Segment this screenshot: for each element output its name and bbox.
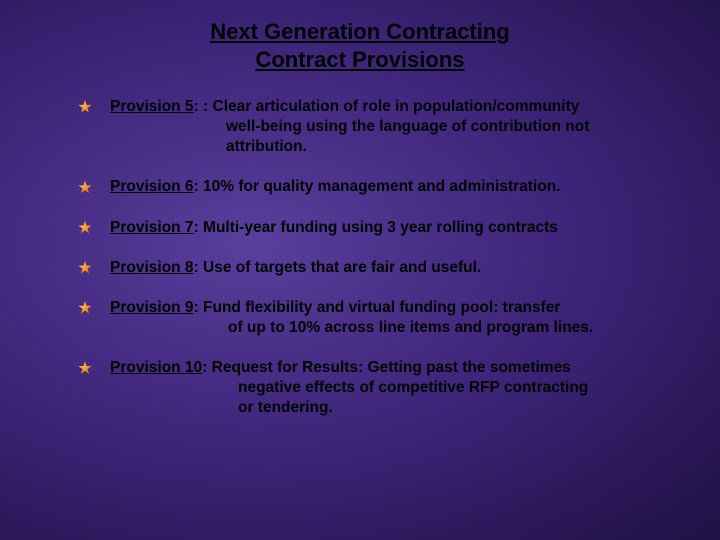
provision-text: Multi-year funding using 3 year rolling … bbox=[203, 219, 558, 236]
provision-continuation: of up to 10% across line items and progr… bbox=[110, 318, 680, 338]
provision-continuation: or tendering. bbox=[110, 398, 680, 418]
provision-separator: : bbox=[194, 259, 203, 276]
provision-item: Provision 5: : Clear articulation of rol… bbox=[100, 97, 680, 157]
provision-label: Provision 9 bbox=[110, 299, 194, 316]
provision-text: 10% for quality management and administr… bbox=[203, 178, 560, 195]
title-line-2: Contract Provisions bbox=[40, 46, 680, 74]
slide-content: Next Generation Contracting Contract Pro… bbox=[0, 0, 720, 459]
provision-separator: : : bbox=[194, 98, 213, 115]
title-line-1: Next Generation Contracting bbox=[40, 18, 680, 46]
provision-continuation: well-being using the language of contrib… bbox=[110, 117, 680, 137]
provision-label: Provision 8 bbox=[110, 259, 194, 276]
provision-label: Provision 6 bbox=[110, 178, 194, 195]
provision-text: Clear articulation of role in population… bbox=[213, 98, 580, 115]
slide-title: Next Generation Contracting Contract Pro… bbox=[40, 18, 680, 73]
provision-item: Provision 8: Use of targets that are fai… bbox=[100, 258, 680, 278]
provision-item: Provision 6: 10% for quality management … bbox=[100, 177, 680, 197]
provision-label: Provision 10 bbox=[110, 359, 202, 376]
provision-item: Provision 10: Request for Results: Getti… bbox=[100, 358, 680, 418]
provision-label: Provision 7 bbox=[110, 219, 194, 236]
provision-continuation: attribution. bbox=[110, 137, 680, 157]
provision-item: Provision 9: Fund flexibility and virtua… bbox=[100, 298, 680, 338]
provision-separator: : bbox=[194, 178, 203, 195]
provision-separator: : bbox=[202, 359, 211, 376]
provision-text: Use of targets that are fair and useful. bbox=[203, 259, 481, 276]
provision-item: Provision 7: Multi-year funding using 3 … bbox=[100, 218, 680, 238]
provision-continuation: negative effects of competitive RFP cont… bbox=[110, 378, 680, 398]
provision-text: Fund flexibility and virtual funding poo… bbox=[203, 299, 560, 316]
provision-text: Request for Results: Getting past the so… bbox=[212, 359, 571, 376]
provision-separator: : bbox=[194, 219, 203, 236]
provision-separator: : bbox=[194, 299, 203, 316]
provisions-list: Provision 5: : Clear articulation of rol… bbox=[100, 97, 680, 419]
provision-label: Provision 5 bbox=[110, 98, 194, 115]
